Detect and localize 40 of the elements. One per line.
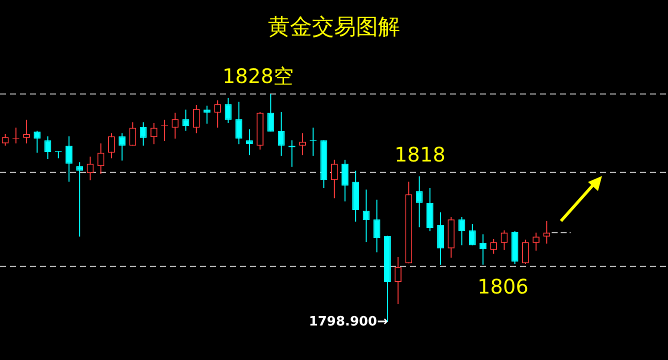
annotation: 1806 bbox=[478, 274, 528, 299]
candlestick bbox=[182, 109, 190, 132]
candlestick bbox=[140, 122, 147, 146]
annotation: 1828空 bbox=[222, 64, 294, 88]
candlestick bbox=[373, 199, 380, 253]
candlestick bbox=[267, 94, 274, 132]
candlestick bbox=[468, 224, 476, 246]
candlestick bbox=[224, 97, 232, 124]
candlestick bbox=[394, 256, 402, 304]
candlestick bbox=[278, 112, 285, 156]
annotation: 1818 bbox=[394, 142, 446, 167]
candlestick bbox=[426, 188, 434, 232]
candlestick bbox=[458, 216, 466, 246]
candlestick bbox=[172, 112, 179, 140]
candlestick bbox=[76, 162, 84, 238]
candlestick bbox=[66, 136, 72, 182]
candlestick bbox=[532, 232, 540, 252]
candlestick bbox=[204, 105, 210, 124]
candlestick bbox=[23, 119, 30, 144]
candlestick bbox=[108, 132, 115, 159]
candlestick bbox=[86, 156, 94, 181]
candlestick bbox=[246, 128, 253, 156]
chart-title: 黄金交易图解 bbox=[267, 14, 401, 42]
candlestick bbox=[330, 159, 338, 199]
candlestick bbox=[522, 239, 529, 265]
annotation: 1798.900→ bbox=[308, 314, 388, 330]
candlestick bbox=[118, 132, 126, 162]
candlestick bbox=[44, 136, 52, 160]
candlestick bbox=[34, 130, 41, 154]
candlestick bbox=[362, 189, 370, 243]
candlestick bbox=[97, 142, 104, 174]
candlestick bbox=[235, 101, 242, 145]
candlestick bbox=[416, 176, 423, 228]
candlestick bbox=[437, 212, 444, 266]
candlestick bbox=[129, 122, 136, 146]
candlestick bbox=[480, 234, 486, 266]
candlestick bbox=[543, 220, 550, 244]
candlestick bbox=[342, 159, 348, 202]
candlestick bbox=[192, 104, 200, 134]
candlestick bbox=[214, 100, 222, 128]
